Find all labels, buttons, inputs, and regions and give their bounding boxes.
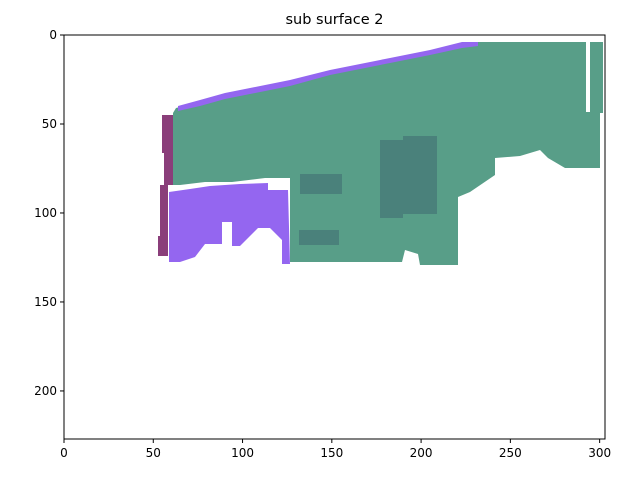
y-tick-label: 200	[34, 384, 57, 398]
y-tick-label: 100	[34, 206, 57, 220]
axes: 0 50 100 150 200 250 300 0 50 100 150 200	[34, 28, 611, 460]
x-tick-label: 250	[499, 446, 522, 460]
x-tick-label: 200	[410, 446, 433, 460]
x-tick-label: 100	[231, 446, 254, 460]
x-tick-label: 300	[588, 446, 611, 460]
plot-frame	[63, 34, 606, 440]
plot-title: sub surface 2	[285, 12, 384, 28]
region-green-dark-mid	[300, 174, 342, 194]
y-tick-label: 50	[42, 117, 57, 131]
region-purple-left	[169, 183, 290, 264]
region-green-dark-low	[299, 230, 339, 245]
region-purple-top	[178, 42, 478, 111]
y-tick-label: 0	[49, 28, 57, 42]
x-tick-label: 50	[146, 446, 161, 460]
x-tick-label: 150	[320, 446, 343, 460]
x-tick-label: 0	[60, 446, 68, 460]
region-magenta-bar	[158, 115, 173, 256]
y-tick-label: 150	[34, 295, 57, 309]
region-green-dark-right	[380, 136, 437, 218]
segmentation-regions	[158, 42, 603, 265]
